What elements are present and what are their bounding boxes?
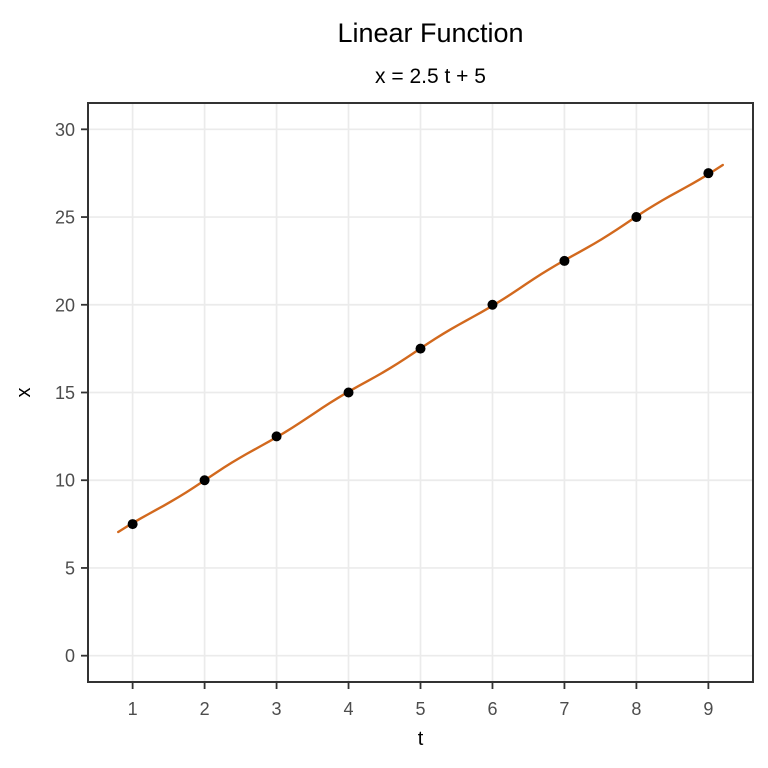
x-tick-label: 8 bbox=[631, 699, 641, 719]
axis-tick-labels: 1 2 3 4 5 6 7 8 9 0 5 10 15 20 25 30 bbox=[55, 120, 713, 719]
x-tick-label: 9 bbox=[703, 699, 713, 719]
x-tick-label: 3 bbox=[272, 699, 282, 719]
data-series bbox=[117, 163, 724, 534]
chart-subtitle: x = 2.5 t + 5 bbox=[375, 65, 486, 88]
y-tick-label: 30 bbox=[55, 120, 75, 140]
y-tick-label: 0 bbox=[65, 646, 75, 666]
y-tick-label: 25 bbox=[55, 208, 75, 228]
y-axis-title: x bbox=[13, 388, 35, 398]
x-tick-label: 1 bbox=[128, 699, 138, 719]
x-tick-label: 2 bbox=[200, 699, 210, 719]
x-tick-label: 5 bbox=[415, 699, 425, 719]
panel-border bbox=[87, 102, 754, 683]
chart-title: Linear Function bbox=[337, 18, 523, 48]
x-tick-label: 7 bbox=[559, 699, 569, 719]
axis-tick-marks bbox=[81, 128, 710, 689]
x-axis-title: t bbox=[418, 728, 424, 750]
gridlines bbox=[88, 103, 753, 682]
y-tick-label: 10 bbox=[55, 471, 75, 491]
x-tick-label: 6 bbox=[487, 699, 497, 719]
x-tick-label: 4 bbox=[344, 699, 354, 719]
y-tick-label: 20 bbox=[55, 295, 75, 315]
y-tick-label: 15 bbox=[55, 383, 75, 403]
y-tick-label: 5 bbox=[65, 558, 75, 578]
